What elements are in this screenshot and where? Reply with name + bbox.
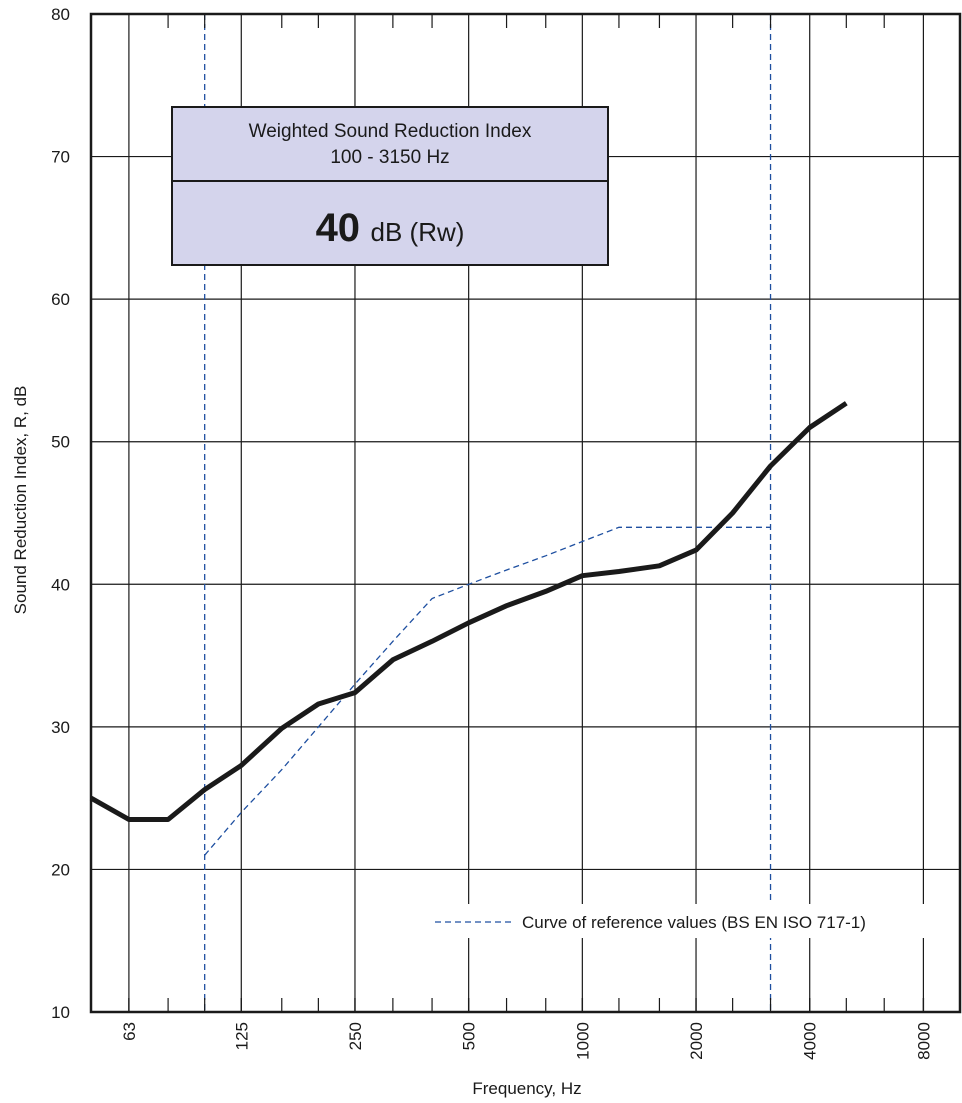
y-tick-label: 20: [51, 860, 70, 879]
annotation-header-bg: [172, 107, 608, 181]
y-tick-label: 40: [51, 575, 70, 594]
rw-annotation-box: Weighted Sound Reduction Index 100 - 315…: [172, 107, 608, 265]
y-tick-label: 60: [51, 290, 70, 309]
x-tick-label: 4000: [801, 1022, 820, 1060]
y-tick-label: 50: [51, 433, 70, 452]
y-tick-label: 10: [51, 1003, 70, 1022]
x-tick-label: 1000: [573, 1022, 592, 1060]
y-tick-label: 70: [51, 148, 70, 167]
annotation-value: 40: [316, 206, 361, 250]
x-tick-label: 8000: [914, 1022, 933, 1060]
x-tick-label: 500: [460, 1022, 479, 1050]
y-tick-label: 80: [51, 5, 70, 24]
legend: Curve of reference values (BS EN ISO 717…: [425, 904, 957, 938]
x-tick-label: 250: [346, 1022, 365, 1050]
y-axis-title: Sound Reduction Index, R, dB: [11, 386, 30, 615]
annotation-range: 100 - 3150 Hz: [330, 147, 449, 168]
x-axis-title: Frequency, Hz: [472, 1079, 581, 1098]
annotation-title: Weighted Sound Reduction Index: [249, 121, 532, 142]
reference-curve-line: [205, 527, 771, 855]
x-tick-label: 2000: [687, 1022, 706, 1060]
y-tick-label: 30: [51, 718, 70, 737]
x-tick-label: 125: [232, 1022, 251, 1050]
x-tick-label: 63: [120, 1022, 139, 1041]
legend-label-reference: Curve of reference values (BS EN ISO 717…: [522, 913, 866, 932]
annotation-unit: dB (Rw): [371, 217, 465, 247]
